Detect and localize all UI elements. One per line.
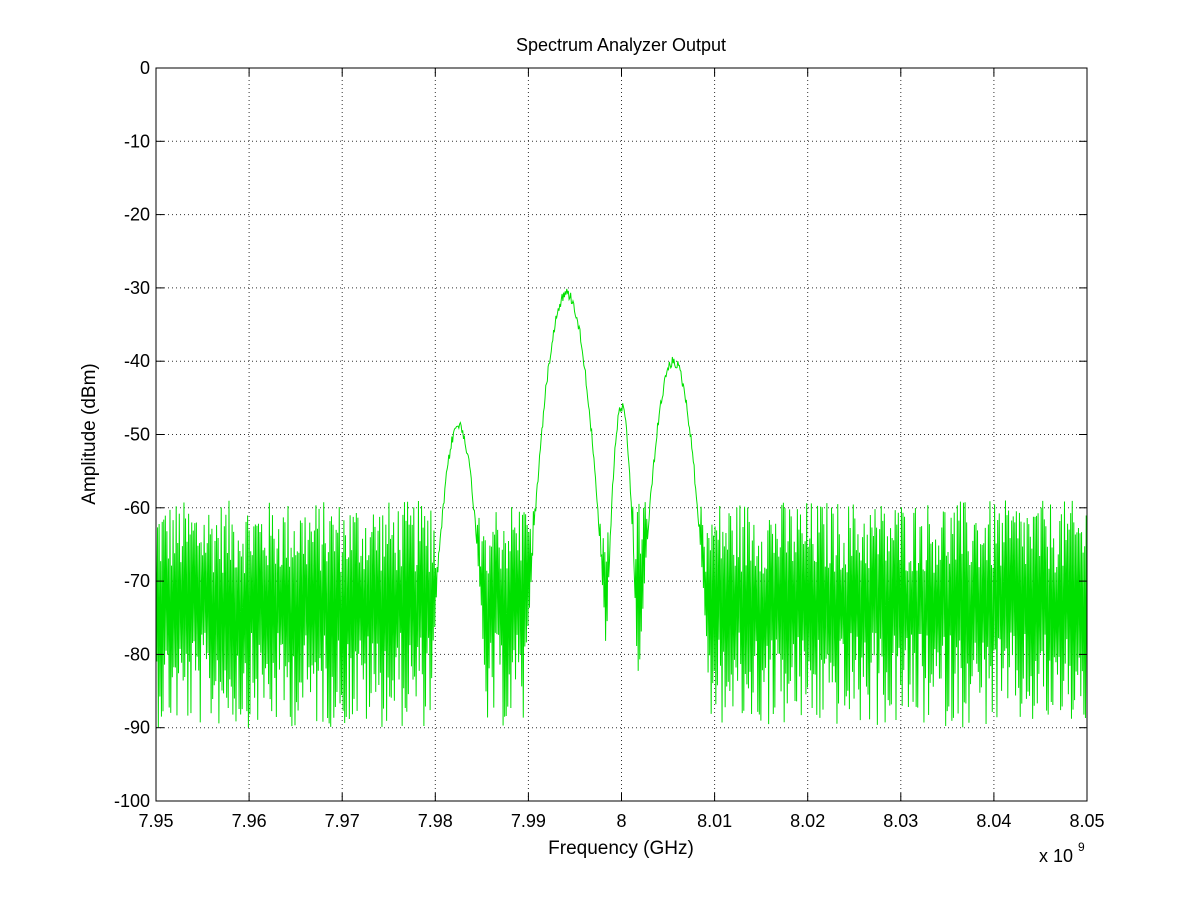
y-tick-label: -70 xyxy=(124,571,150,591)
x-tick-label: 7.96 xyxy=(232,811,267,831)
series-layer xyxy=(155,288,1088,728)
y-tick-label: -80 xyxy=(124,644,150,664)
y-tick-label: -90 xyxy=(124,718,150,738)
x-exponent-label: x 10 xyxy=(1039,846,1073,866)
y-tick-label: -40 xyxy=(124,351,150,371)
x-axis-label: Frequency (GHz) xyxy=(548,838,694,859)
x-tick-label: 8.04 xyxy=(976,811,1011,831)
y-tick-label: -60 xyxy=(124,498,150,518)
y-axis-label: Amplitude (dBm) xyxy=(79,363,100,505)
x-exponent-power: 9 xyxy=(1078,840,1085,854)
plot-area xyxy=(156,68,1087,801)
y-tick-label: -30 xyxy=(124,278,150,298)
x-tick-label: 7.97 xyxy=(325,811,360,831)
x-tick-label: 8.03 xyxy=(883,811,918,831)
y-tick-label: -20 xyxy=(124,205,150,225)
y-tick-label: 0 xyxy=(140,58,150,78)
x-tick-label: 8 xyxy=(616,811,626,831)
x-tick-label: 7.98 xyxy=(418,811,453,831)
y-tick-label: -100 xyxy=(114,791,150,811)
chart-title: Spectrum Analyzer Output xyxy=(516,35,726,55)
x-tick-label: 8.02 xyxy=(790,811,825,831)
ticks: 7.95 7.96 7.97 7.98 7.99 8 8.01 8.02 8.03 8.04 8.0… xyxy=(114,58,1105,831)
x-tick-label: 7.99 xyxy=(511,811,546,831)
y-tick-label: -50 xyxy=(124,425,150,445)
spectrum-series-line xyxy=(155,288,1088,728)
x-tick-label: 8.05 xyxy=(1069,811,1104,831)
y-tick-label: -10 xyxy=(124,131,150,151)
x-tick-label: 7.95 xyxy=(138,811,173,831)
x-tick-label: 8.01 xyxy=(697,811,732,831)
